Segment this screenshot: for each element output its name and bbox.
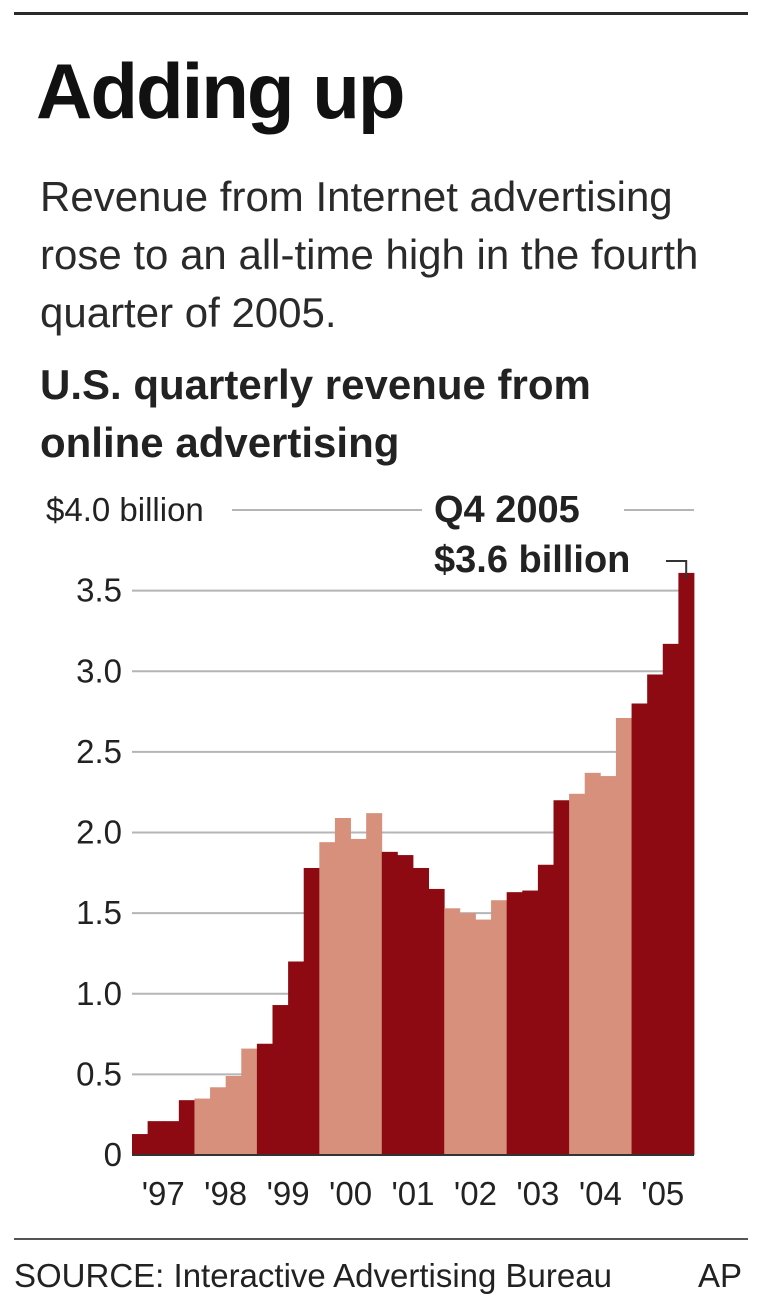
bar xyxy=(584,772,601,1155)
bars xyxy=(132,572,695,1156)
bar xyxy=(522,890,539,1155)
bar xyxy=(163,1121,180,1155)
x-tick-label: '04 xyxy=(579,1175,622,1212)
bar xyxy=(256,1043,273,1155)
bar xyxy=(334,817,351,1155)
x-tick-label: '00 xyxy=(329,1175,372,1212)
graphic-subtitle: Revenue from Internet advertising rose t… xyxy=(40,173,699,336)
bar xyxy=(303,867,320,1155)
bar xyxy=(631,703,648,1155)
bar xyxy=(569,793,586,1155)
y-tick-label: 1.5 xyxy=(76,894,122,931)
y-tick-label: 3.0 xyxy=(76,652,122,689)
bar xyxy=(662,643,679,1155)
bar xyxy=(413,867,430,1155)
bar xyxy=(475,919,492,1155)
bar-chart: 00.51.01.52.02.53.03.5$4.0 billion '97'9… xyxy=(46,489,695,1212)
bar xyxy=(647,674,664,1155)
x-tick-label: '01 xyxy=(391,1175,434,1212)
bar xyxy=(225,1075,242,1155)
y-tick-label: 3.5 xyxy=(76,572,122,609)
y-tick-label: 2.5 xyxy=(76,733,122,770)
bar xyxy=(553,800,570,1155)
y-tick-label: $4.0 billion xyxy=(46,491,204,528)
bar xyxy=(444,908,461,1155)
x-tick-label: '99 xyxy=(267,1175,310,1212)
annotation-leader-line xyxy=(666,560,688,579)
bottom-rule xyxy=(14,1238,748,1240)
y-axis-labels: 0 0.5 1.0 1.5 2.0 2.5 3.0 3.5 $4.0 billion xyxy=(46,491,204,1173)
bar xyxy=(397,855,414,1155)
bar xyxy=(615,718,632,1155)
y-tick-label: 1.0 xyxy=(76,975,122,1012)
credit-label: AP xyxy=(698,1257,743,1294)
x-tick-label: '03 xyxy=(516,1175,559,1212)
top-rule xyxy=(14,12,748,15)
y-tick-label: 0 xyxy=(104,1136,122,1173)
bar xyxy=(210,1087,227,1155)
bar xyxy=(600,776,617,1155)
bar xyxy=(506,892,523,1155)
annotation-value: $3.6 billion xyxy=(434,539,630,581)
bar xyxy=(319,842,336,1155)
bar xyxy=(491,900,508,1155)
chart-title: U.S. quarterly revenue from online adver… xyxy=(40,361,591,466)
bar xyxy=(194,1098,211,1155)
bar xyxy=(178,1100,195,1155)
source-note: SOURCE: Interactive Advertising Bureau xyxy=(14,1257,612,1294)
bar xyxy=(350,838,367,1155)
bar xyxy=(288,961,305,1155)
graphic-title: Adding up xyxy=(36,47,406,135)
x-axis-labels: '97 '98 '99 '00 '01 '02 '03 '04 '05 xyxy=(142,1175,685,1212)
y-tick-label: 2.0 xyxy=(76,814,122,851)
x-tick-label: '98 xyxy=(204,1175,247,1212)
bar xyxy=(366,813,383,1155)
bar xyxy=(381,851,398,1155)
x-tick-label: '02 xyxy=(454,1175,497,1212)
bar xyxy=(537,864,554,1155)
x-tick-label: '05 xyxy=(641,1175,684,1212)
y-tick-label: 0.5 xyxy=(76,1055,122,1092)
bar xyxy=(428,888,445,1155)
bar xyxy=(147,1121,164,1155)
bar xyxy=(132,1134,149,1155)
bar xyxy=(459,913,476,1156)
bar xyxy=(272,1005,289,1155)
bar xyxy=(678,572,695,1155)
x-tick-label: '97 xyxy=(142,1175,185,1212)
bar xyxy=(241,1048,258,1155)
annotation-label: Q4 2005 xyxy=(434,489,580,531)
peak-annotation: Q4 2005 $3.6 billion xyxy=(434,489,688,581)
